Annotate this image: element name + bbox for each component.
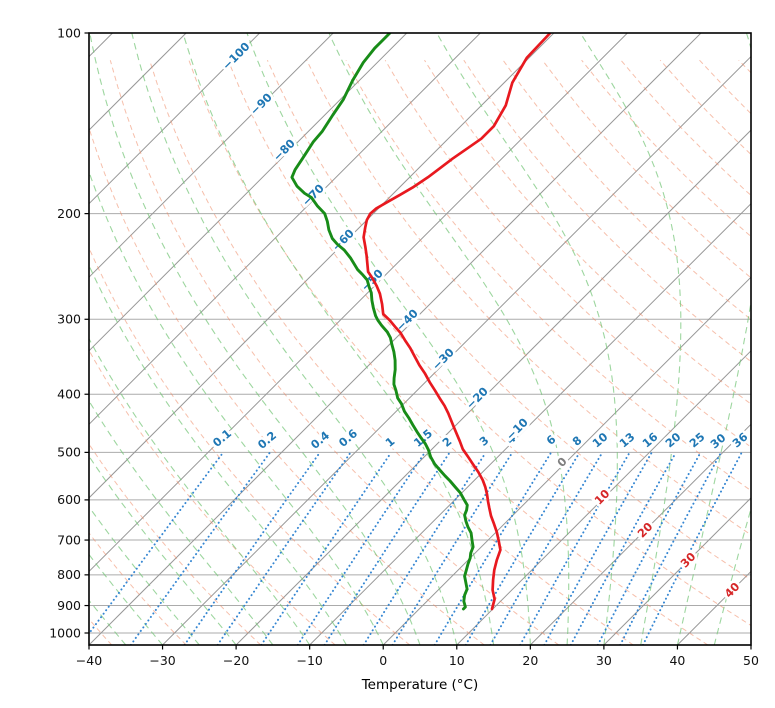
- y-tick-label: 800: [57, 567, 81, 582]
- dewpoint-profile-line: [290, 33, 475, 611]
- y-tick-label: 200: [57, 206, 81, 221]
- y-axis-ticks: 100 200 300 400 500 600 700 800 900 1000: [49, 25, 89, 640]
- x-tick-label: 10: [449, 653, 465, 668]
- y-tick-label: 900: [57, 598, 81, 613]
- x-tick-label: 50: [743, 653, 759, 668]
- x-tick-label: 0: [379, 653, 387, 668]
- x-tick-label: 20: [522, 653, 538, 668]
- x-tick-label: −10: [296, 653, 322, 668]
- plot-border: [88, 32, 752, 646]
- y-tick-label: 600: [57, 492, 81, 507]
- isotherm-lines: [89, 33, 751, 645]
- y-tick-label: 500: [57, 445, 81, 460]
- x-tick-label: 40: [669, 653, 685, 668]
- x-tick-label: 30: [596, 653, 612, 668]
- pressure-gridlines: [89, 33, 751, 634]
- x-tick-label: −40: [76, 653, 102, 668]
- y-tick-label: 700: [57, 532, 81, 547]
- y-tick-label: 1000: [49, 625, 81, 640]
- x-tick-label: −30: [149, 653, 175, 668]
- y-tick-label: 100: [57, 25, 81, 40]
- dry-adiabat-lines: [89, 59, 751, 645]
- x-axis-ticks: −40 −30 −20 −10 0 10 20 30 40 50: [76, 645, 759, 668]
- moist-adiabat-lines: [89, 33, 751, 645]
- y-tick-label: 300: [57, 312, 81, 327]
- temperature-profile-line: [362, 33, 552, 611]
- x-tick-label: −20: [223, 653, 249, 668]
- x-axis-label: Temperature (°C): [361, 677, 479, 693]
- mixing-ratio-lines: [89, 451, 743, 645]
- y-tick-label: 400: [57, 387, 81, 402]
